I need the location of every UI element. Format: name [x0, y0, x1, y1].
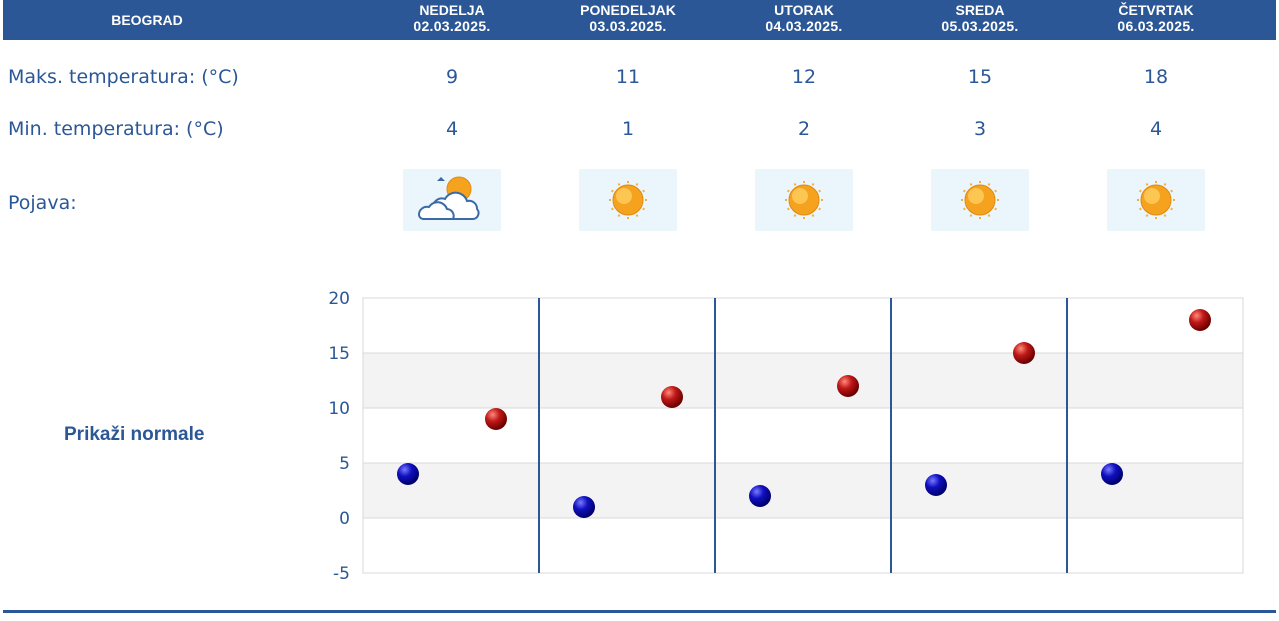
plot-band: [363, 298, 1243, 353]
min-temp-point: [397, 463, 419, 485]
partly-cloudy-icon: [403, 169, 501, 231]
day-date: 06.03.2025.: [1117, 18, 1195, 34]
day-name: SREDA: [955, 2, 1005, 18]
max-temp-point: [837, 375, 859, 397]
day-date: 05.03.2025.: [941, 18, 1019, 34]
max-temp-point: [661, 386, 683, 408]
plot-border: [362, 297, 1244, 574]
sun-icon: [579, 169, 677, 231]
city-name: BEOGRAD: [111, 12, 183, 28]
y-tick-label: 15: [328, 344, 350, 364]
day-name: UTORAK: [774, 2, 834, 18]
plot-band: [363, 463, 1243, 518]
min-temp-value: 4: [1149, 118, 1163, 140]
day-name: NEDELJA: [419, 2, 485, 18]
min-temp-point: [749, 485, 771, 507]
max-temp-value: 12: [791, 66, 817, 88]
min-temp-value: 4: [445, 118, 459, 140]
max-temp-label: Maks. temperatura: (°C): [8, 66, 239, 88]
max-temp-value: 11: [615, 66, 641, 88]
header-day-5: ČETVRTAK 06.03.2025.: [1068, 0, 1244, 40]
y-tick-label: 20: [328, 289, 350, 309]
max-temp-value: 18: [1143, 66, 1169, 88]
bottom-divider: [3, 610, 1276, 613]
min-temp-value: 2: [797, 118, 811, 140]
header-bar: BEOGRAD NEDELJA 02.03.2025. PONEDELJAK 03.0…: [3, 0, 1276, 40]
min-temp-point: [573, 496, 595, 518]
y-tick-label: -5: [333, 564, 350, 584]
y-tick-label: 10: [328, 399, 350, 419]
max-temp-point: [1013, 342, 1035, 364]
min-temp-label: Min. temperatura: (°C): [8, 118, 224, 140]
header-day-4: SREDA 05.03.2025.: [892, 0, 1068, 40]
min-temp-value: 3: [973, 118, 987, 140]
min-temp-point: [1101, 463, 1123, 485]
plot-band: [363, 353, 1243, 408]
max-temp-point: [1189, 309, 1211, 331]
phenomenon-label: Pojava:: [8, 192, 77, 214]
min-temp-point: [925, 474, 947, 496]
plot-band: [363, 518, 1243, 573]
header-day-1: NEDELJA 02.03.2025.: [364, 0, 540, 40]
min-temp-value: 1: [621, 118, 635, 140]
header-day-3: UTORAK 04.03.2025.: [716, 0, 892, 40]
y-tick-label: 0: [339, 509, 350, 529]
day-date: 03.03.2025.: [589, 18, 667, 34]
header-day-2: PONEDELJAK 03.03.2025.: [540, 0, 716, 40]
show-normals-link[interactable]: Prikaži normale: [64, 424, 205, 445]
day-date: 02.03.2025.: [413, 18, 491, 34]
sun-icon: [755, 169, 853, 231]
day-name: PONEDELJAK: [580, 2, 676, 18]
temperature-chart: 20 15 10 5 0 -5: [328, 289, 1244, 584]
max-temp-point: [485, 408, 507, 430]
y-tick-label: 5: [339, 454, 350, 474]
sun-icon: [1107, 169, 1205, 231]
max-temp-value: 9: [445, 66, 459, 88]
day-name: ČETVRTAK: [1118, 2, 1194, 18]
max-temp-value: 15: [967, 66, 993, 88]
sun-icon: [931, 169, 1029, 231]
day-date: 04.03.2025.: [765, 18, 843, 34]
plot-band: [363, 408, 1243, 463]
